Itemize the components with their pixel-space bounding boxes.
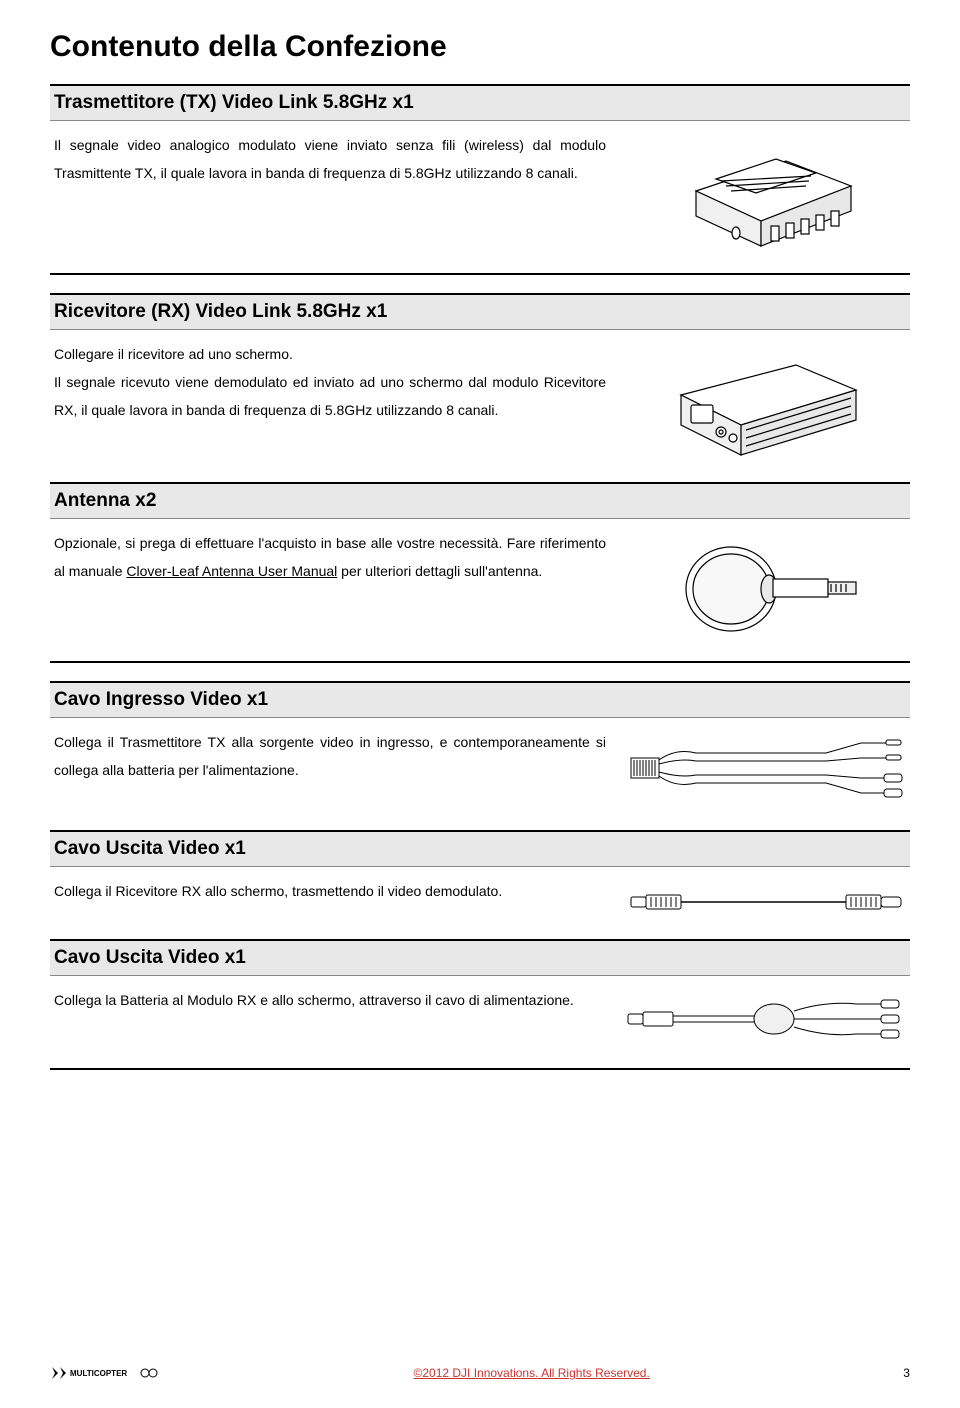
footer-page-number: 3 (903, 1366, 910, 1380)
footer-copyright: ©2012 DJI Innovations. All Rights Reserv… (414, 1366, 650, 1380)
section-heading-output-cable-1: Cavo Uscita Video x1 (50, 830, 910, 867)
section-text-output-cable-2: Collega la Batteria al Modulo RX e allo … (54, 986, 606, 1056)
section-text-transmitter: Il segnale video analogico modulato vien… (54, 131, 606, 261)
transmitter-diagram (626, 131, 906, 261)
receiver-diagram (626, 340, 906, 470)
section-heading-transmitter: Trasmettitore (TX) Video Link 5.8GHz x1 (50, 84, 910, 121)
page-footer: MULTICOPTER ©2012 DJI Innovations. All R… (50, 1363, 910, 1383)
svg-text:MULTICOPTER: MULTICOPTER (70, 1369, 127, 1378)
input-cable-diagram (626, 728, 906, 818)
section-heading-output-cable-2: Cavo Uscita Video x1 (50, 939, 910, 976)
antenna-diagram (626, 529, 906, 649)
section-heading-input-cable: Cavo Ingresso Video x1 (50, 681, 910, 718)
antenna-text-after: per ulteriori dettagli sull'antenna. (337, 563, 542, 579)
section-text-antenna: Opzionale, si prega di effettuare l'acqu… (54, 529, 606, 649)
antenna-manual-link: Clover-Leaf Antenna User Manual (126, 563, 337, 579)
section-text-input-cable: Collega il Trasmettitore TX alla sorgent… (54, 728, 606, 818)
output-cable-diagram-1 (626, 877, 906, 927)
section-heading-antenna: Antenna x2 (50, 482, 910, 519)
section-heading-receiver: Ricevitore (RX) Video Link 5.8GHz x1 (50, 293, 910, 330)
output-cable-diagram-2 (626, 986, 906, 1056)
page-title: Contenuto della Confezione (50, 30, 910, 64)
section-text-receiver: Collegare il ricevitore ad uno schermo.I… (54, 340, 606, 470)
section-text-output-cable-1: Collega il Ricevitore RX allo schermo, t… (54, 877, 606, 927)
footer-logo: MULTICOPTER (50, 1363, 160, 1383)
